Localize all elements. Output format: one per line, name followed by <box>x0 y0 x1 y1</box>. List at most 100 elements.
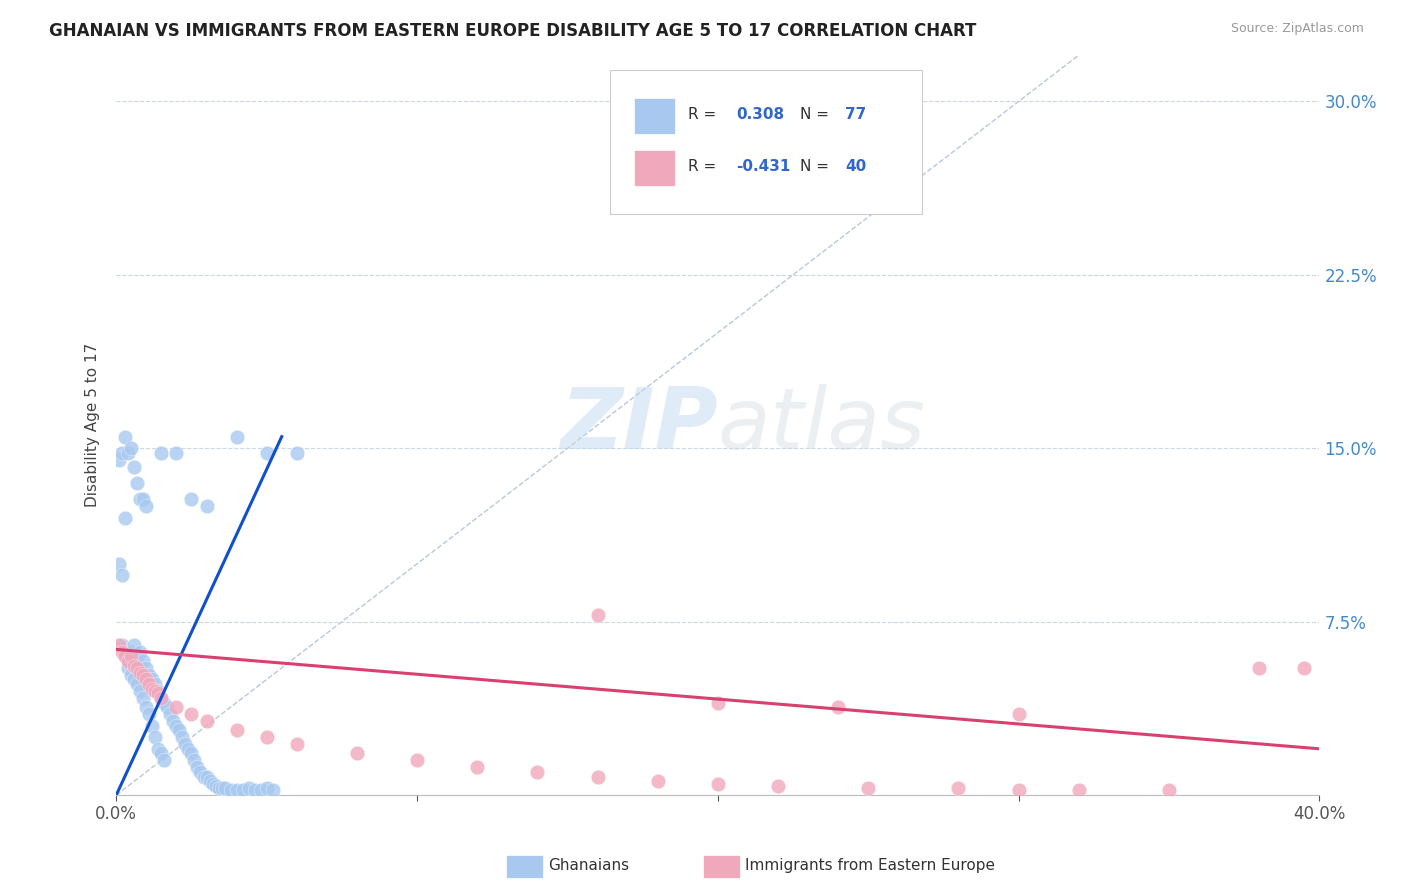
Point <box>165 700 187 714</box>
Point <box>207 781 229 796</box>
Point <box>159 707 181 722</box>
Point <box>211 781 233 796</box>
Point <box>1294 661 1316 675</box>
Point <box>249 783 271 797</box>
Point <box>150 747 173 761</box>
Text: atlas: atlas <box>718 384 927 467</box>
Point <box>165 446 187 460</box>
Point <box>153 753 176 767</box>
Text: ZIP: ZIP <box>560 384 718 467</box>
Point <box>169 723 191 738</box>
Point <box>129 661 152 675</box>
Point <box>219 783 242 797</box>
Point <box>141 681 163 696</box>
Point <box>132 668 155 682</box>
Point <box>243 783 266 797</box>
Text: GHANAIAN VS IMMIGRANTS FROM EASTERN EUROPE DISABILITY AGE 5 TO 17 CORRELATION CH: GHANAIAN VS IMMIGRANTS FROM EASTERN EURO… <box>49 22 977 40</box>
Point <box>285 737 308 751</box>
Point <box>111 645 134 659</box>
Point <box>190 764 212 779</box>
Point <box>1067 783 1090 797</box>
Text: Source: ZipAtlas.com: Source: ZipAtlas.com <box>1230 22 1364 36</box>
Point <box>262 783 284 797</box>
Point <box>138 677 160 691</box>
Point <box>138 668 160 682</box>
Point <box>114 510 136 524</box>
Point <box>195 770 218 784</box>
Point <box>148 686 170 700</box>
Point <box>132 690 155 705</box>
Point <box>156 700 179 714</box>
FancyBboxPatch shape <box>610 70 922 214</box>
Point <box>120 441 142 455</box>
Point <box>114 649 136 664</box>
Point <box>183 753 205 767</box>
Text: 77: 77 <box>845 107 866 122</box>
Point <box>827 700 849 714</box>
Point <box>120 645 142 659</box>
Point <box>647 774 669 789</box>
Point <box>129 492 152 507</box>
Text: R =: R = <box>688 159 716 174</box>
Point <box>129 684 152 698</box>
Point <box>198 774 221 789</box>
Point <box>1008 783 1031 797</box>
FancyBboxPatch shape <box>634 150 675 186</box>
Text: 40: 40 <box>845 159 866 174</box>
Point <box>127 677 149 691</box>
Point <box>141 719 163 733</box>
Point <box>150 690 173 705</box>
Point <box>406 753 429 767</box>
Point <box>153 696 176 710</box>
Point <box>150 446 173 460</box>
Point <box>186 760 208 774</box>
Point <box>214 781 236 796</box>
Point <box>232 783 254 797</box>
Text: R =: R = <box>688 107 716 122</box>
Point <box>195 714 218 728</box>
Point <box>586 770 609 784</box>
Point <box>465 760 488 774</box>
Point <box>256 446 278 460</box>
Point <box>858 781 880 796</box>
Point <box>148 684 170 698</box>
Point <box>111 638 134 652</box>
Point <box>111 568 134 582</box>
Text: 0.308: 0.308 <box>735 107 785 122</box>
Point <box>180 707 202 722</box>
Point <box>238 781 260 796</box>
Point <box>145 677 167 691</box>
Point <box>1157 783 1180 797</box>
Point <box>256 781 278 796</box>
Point <box>177 741 200 756</box>
Point <box>225 430 247 444</box>
Point <box>114 430 136 444</box>
Point <box>132 654 155 668</box>
Point <box>129 645 152 659</box>
Point <box>204 779 226 793</box>
Point <box>225 723 247 738</box>
Point <box>195 499 218 513</box>
Text: Immigrants from Eastern Europe: Immigrants from Eastern Europe <box>745 858 995 872</box>
Point <box>117 661 139 675</box>
Point <box>124 658 146 673</box>
Point <box>124 459 146 474</box>
Point <box>1249 661 1271 675</box>
Point <box>108 638 131 652</box>
Y-axis label: Disability Age 5 to 17: Disability Age 5 to 17 <box>86 343 100 508</box>
Point <box>141 673 163 687</box>
Point <box>120 668 142 682</box>
Point <box>127 475 149 490</box>
Point <box>174 737 197 751</box>
Point <box>138 707 160 722</box>
Point <box>180 747 202 761</box>
Point <box>145 684 167 698</box>
Point <box>117 654 139 668</box>
Point <box>948 781 970 796</box>
Point <box>145 731 167 745</box>
Point <box>114 649 136 664</box>
Point <box>135 673 157 687</box>
Point <box>201 776 224 790</box>
Point <box>162 714 184 728</box>
Text: -0.431: -0.431 <box>735 159 790 174</box>
